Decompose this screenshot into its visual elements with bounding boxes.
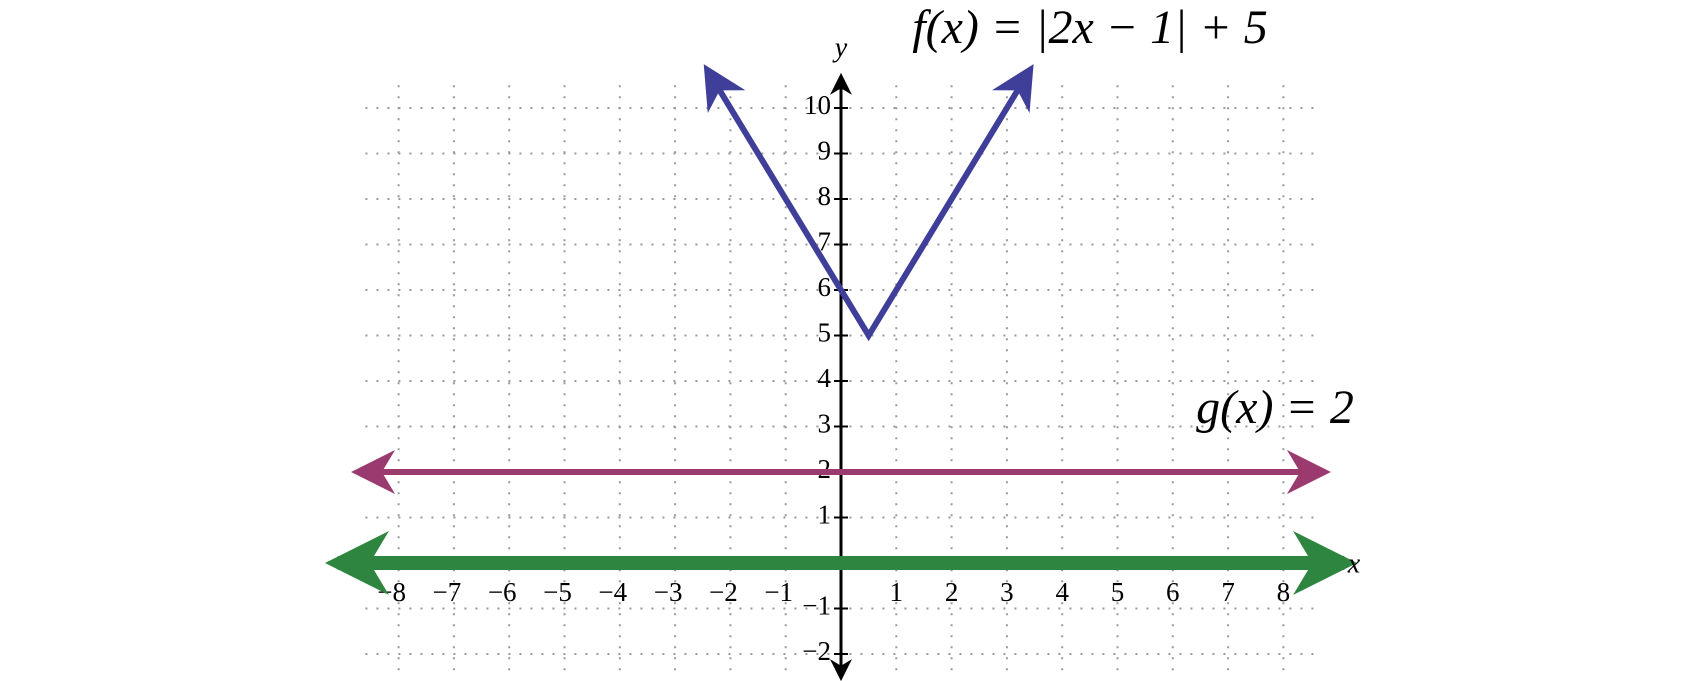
x-tick-label: 3 (1000, 577, 1014, 607)
y-tick-label: 4 (818, 363, 832, 393)
y-tick-label: 7 (818, 227, 832, 257)
series-label: f(x) = |2x − 1| + 5 (912, 1, 1267, 54)
x-tick-label: −2 (709, 577, 738, 607)
y-tick-label: 8 (818, 181, 832, 211)
x-tick-label: −1 (764, 577, 793, 607)
series-line (703, 64, 1034, 342)
x-tick-label: −5 (543, 577, 572, 607)
series-label: g(x) = 2 (1196, 381, 1354, 434)
y-axis-label: y (832, 32, 848, 63)
y-tick-label: 10 (804, 90, 831, 120)
x-tick-label: −3 (654, 577, 683, 607)
x-tick-label: 6 (1166, 577, 1180, 607)
x-tick-label: −6 (488, 577, 517, 607)
y-tick-label: 6 (818, 272, 832, 302)
x-tick-label: 4 (1055, 577, 1069, 607)
x-tick-label: 8 (1277, 577, 1291, 607)
x-tick-label: 1 (890, 577, 904, 607)
y-tick-label: 9 (818, 136, 832, 166)
y-tick-label: 5 (818, 318, 832, 348)
x-axis-label: x (1347, 548, 1361, 579)
x-tick-label: −8 (377, 577, 406, 607)
x-tick-label: 5 (1111, 577, 1125, 607)
y-tick-label: −1 (802, 591, 831, 621)
plot (324, 64, 1358, 595)
x-tick-label: −7 (433, 577, 462, 607)
y-tick-label: 1 (818, 500, 832, 530)
y-tick-label: −2 (802, 636, 831, 666)
x-tick-label: 7 (1221, 577, 1235, 607)
y-tick-label: 3 (818, 409, 832, 439)
x-tick-label: 2 (945, 577, 959, 607)
x-tick-label: −4 (598, 577, 627, 607)
